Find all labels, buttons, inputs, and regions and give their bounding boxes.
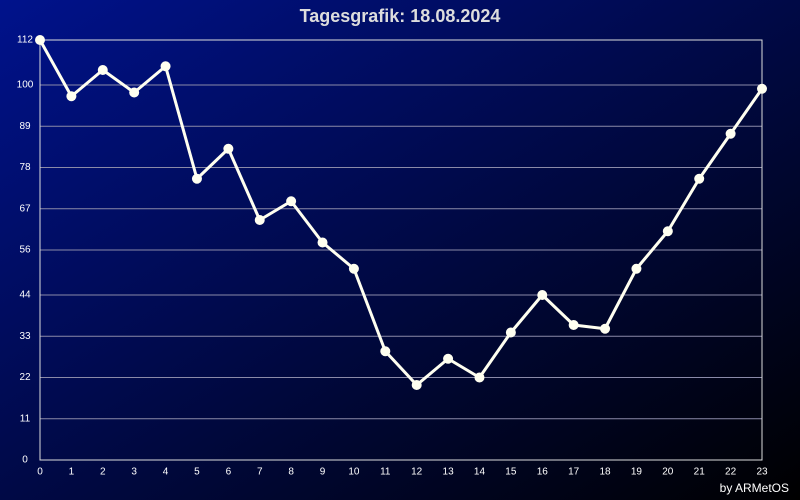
point	[662, 226, 673, 237]
x-tick-label: 10	[348, 467, 360, 478]
x-tick-label: 23	[756, 467, 768, 478]
x-tick-label: 20	[662, 467, 674, 478]
x-tick-label: 1	[69, 467, 75, 478]
point	[505, 327, 516, 338]
point	[694, 173, 705, 184]
x-tick-label: 7	[257, 467, 263, 478]
y-tick-label: 67	[19, 203, 31, 214]
point	[286, 196, 297, 207]
x-tick-label: 12	[411, 467, 423, 478]
x-tick-label: 8	[288, 467, 294, 478]
point	[568, 320, 579, 330]
y-tick-label: 100	[17, 80, 34, 91]
x-tick-label: 21	[694, 467, 706, 478]
point	[631, 263, 642, 274]
x-tick-label: 5	[194, 467, 200, 478]
point	[35, 35, 45, 45]
point	[725, 128, 736, 139]
point	[317, 237, 328, 248]
point	[160, 61, 171, 72]
y-tick-label: 11	[20, 413, 31, 424]
y-tick-label: 89	[19, 121, 31, 132]
point	[97, 65, 108, 75]
point	[474, 372, 485, 383]
point	[223, 143, 234, 154]
x-tick-label: 16	[537, 467, 549, 478]
x-tick-label: 22	[725, 467, 737, 478]
y-tick-label: 56	[19, 245, 31, 256]
y-tick-label: 22	[19, 372, 31, 383]
plot-border	[39, 39, 763, 461]
x-tick-label: 9	[320, 467, 326, 478]
x-tick-label: 17	[568, 467, 580, 478]
point	[411, 380, 422, 390]
x-tick-label: 15	[505, 467, 517, 478]
x-tick-label: 6	[226, 467, 232, 478]
point	[443, 353, 454, 364]
y-tick-label: 44	[19, 290, 31, 301]
x-tick-label: 18	[599, 467, 611, 478]
y-tick-label: 112	[17, 35, 33, 46]
point	[757, 83, 767, 94]
y-tick-label: 0	[22, 455, 28, 466]
point	[348, 263, 359, 274]
x-tick-label: 14	[474, 467, 486, 478]
point	[537, 290, 548, 300]
x-tick-label: 13	[443, 467, 455, 478]
x-tick-label: 3	[131, 467, 137, 478]
point	[254, 215, 265, 225]
line	[38, 39, 764, 387]
point	[191, 173, 202, 184]
y-tick-label: 78	[19, 162, 31, 173]
chart-title: Tagesgrafik: 18.08.2024	[300, 6, 501, 26]
x-tick-label: 4	[163, 467, 169, 478]
y-tick-label: 33	[19, 331, 31, 342]
point	[600, 323, 611, 334]
x-tick-label: 2	[100, 467, 106, 478]
x-tick-label: 0	[37, 467, 43, 478]
point	[66, 91, 77, 102]
x-tick-label: 11	[380, 467, 391, 478]
point	[380, 346, 391, 357]
point	[129, 87, 140, 98]
x-tick-label: 19	[631, 467, 643, 478]
footer: by ARMetOS	[720, 481, 789, 495]
